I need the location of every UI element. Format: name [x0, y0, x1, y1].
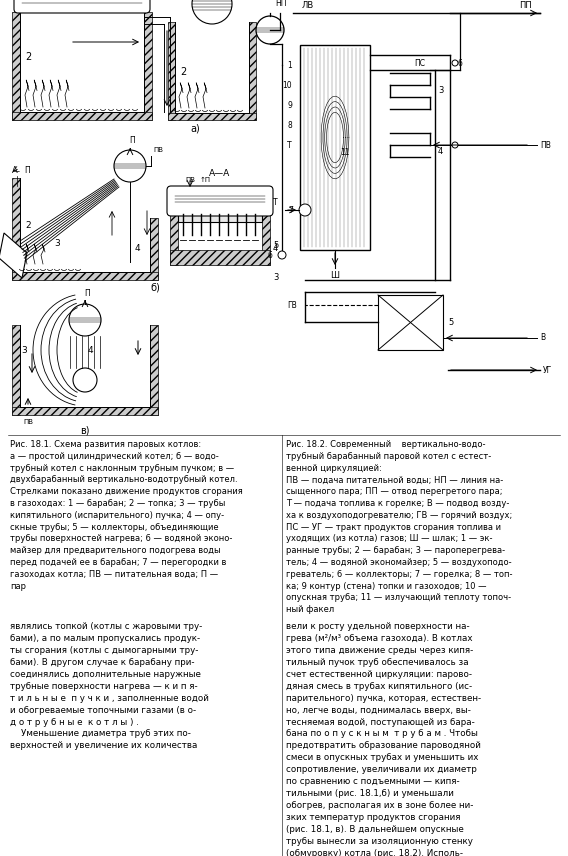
Text: 7: 7 — [288, 205, 293, 215]
Circle shape — [452, 60, 458, 66]
Text: В: В — [540, 334, 545, 342]
Text: 2: 2 — [25, 221, 31, 229]
Text: 3: 3 — [21, 346, 27, 354]
Text: 5: 5 — [273, 241, 278, 249]
Text: являлись топкой (котлы с жаровыми тру-
бами), а по малым пропускались продук-
ты: являлись топкой (котлы с жаровыми тру- б… — [10, 622, 209, 751]
Text: П: П — [24, 165, 30, 175]
Text: ПВ: ПВ — [153, 147, 163, 153]
Text: Рис. 18.1. Схема развития паровых котлов:
a — простой цилиндрический котел; б — : Рис. 18.1. Схема развития паровых котлов… — [10, 440, 243, 591]
Text: А: А — [12, 165, 18, 175]
Text: 6: 6 — [458, 58, 463, 68]
Text: 5: 5 — [10, 252, 15, 260]
Text: ЛВ: ЛВ — [302, 1, 314, 10]
Text: Т: Т — [287, 140, 292, 150]
Text: П: П — [129, 136, 135, 145]
Circle shape — [73, 368, 97, 392]
Text: ПВ: ПВ — [23, 419, 33, 425]
Bar — [12, 407, 158, 415]
Text: 3: 3 — [438, 86, 444, 95]
Bar — [150, 325, 158, 415]
Polygon shape — [0, 233, 27, 278]
Bar — [12, 112, 152, 120]
Bar — [12, 325, 20, 415]
Text: П: П — [84, 289, 90, 298]
Bar — [168, 22, 175, 120]
Text: 1: 1 — [127, 162, 133, 170]
Text: 8: 8 — [287, 121, 292, 129]
Text: ↑П: ↑П — [199, 177, 211, 183]
Text: ГВ: ГВ — [287, 300, 297, 310]
Circle shape — [256, 16, 284, 44]
Text: УГ: УГ — [543, 366, 552, 375]
Text: ПВ: ПВ — [540, 140, 551, 150]
Text: 3: 3 — [273, 274, 278, 282]
Circle shape — [299, 204, 311, 216]
Bar — [170, 250, 270, 265]
Bar — [144, 12, 152, 120]
Text: Ш: Ш — [331, 271, 340, 280]
Text: 4: 4 — [135, 243, 141, 253]
Bar — [150, 218, 158, 280]
Bar — [12, 272, 158, 280]
Circle shape — [452, 142, 458, 148]
Text: 2: 2 — [25, 52, 31, 62]
Circle shape — [69, 304, 101, 336]
Text: 2: 2 — [180, 67, 186, 77]
Text: 10: 10 — [282, 80, 292, 90]
Circle shape — [278, 251, 286, 259]
Text: 2: 2 — [268, 26, 273, 34]
Bar — [12, 12, 20, 120]
Text: НП: НП — [275, 0, 286, 8]
Text: ПС: ПС — [415, 58, 425, 68]
Text: 6: 6 — [267, 251, 272, 259]
Text: 3: 3 — [54, 239, 60, 247]
Text: 4: 4 — [273, 243, 278, 253]
Text: 11: 11 — [340, 148, 349, 157]
Text: 1: 1 — [287, 61, 292, 69]
Text: вели к росту удельной поверхности на-
грева (м²/м³ объема газохода). В котлах
эт: вели к росту удельной поверхности на- гр… — [286, 622, 481, 856]
Bar — [249, 22, 256, 120]
Bar — [378, 295, 443, 350]
Text: 6: 6 — [82, 376, 87, 384]
Bar — [300, 45, 370, 250]
Text: 1: 1 — [216, 199, 222, 207]
Bar — [168, 113, 256, 120]
FancyBboxPatch shape — [14, 0, 150, 13]
Text: 9: 9 — [287, 100, 292, 110]
Text: 1: 1 — [209, 1, 215, 11]
Text: 1: 1 — [82, 316, 88, 324]
Text: 4: 4 — [438, 146, 443, 156]
FancyBboxPatch shape — [167, 186, 273, 216]
Circle shape — [114, 150, 146, 182]
Text: в): в) — [80, 425, 90, 435]
Text: 4: 4 — [88, 346, 94, 354]
Text: ПП: ПП — [519, 1, 532, 10]
Bar — [12, 178, 20, 280]
Bar — [262, 188, 270, 265]
Text: ПВ: ПВ — [185, 177, 195, 183]
Bar — [178, 214, 262, 222]
Bar — [170, 188, 178, 265]
Text: 5: 5 — [448, 318, 453, 327]
Circle shape — [192, 0, 232, 24]
Text: А—А: А—А — [210, 169, 231, 178]
Text: Рис. 18.2. Современный    вертикально-водо-
трубный барабанный паровой котел с е: Рис. 18.2. Современный вертикально-водо-… — [286, 440, 512, 615]
Text: а): а) — [190, 123, 200, 133]
Text: 1: 1 — [79, 0, 85, 3]
Text: б): б) — [150, 283, 160, 293]
Text: Т: Т — [273, 198, 277, 207]
